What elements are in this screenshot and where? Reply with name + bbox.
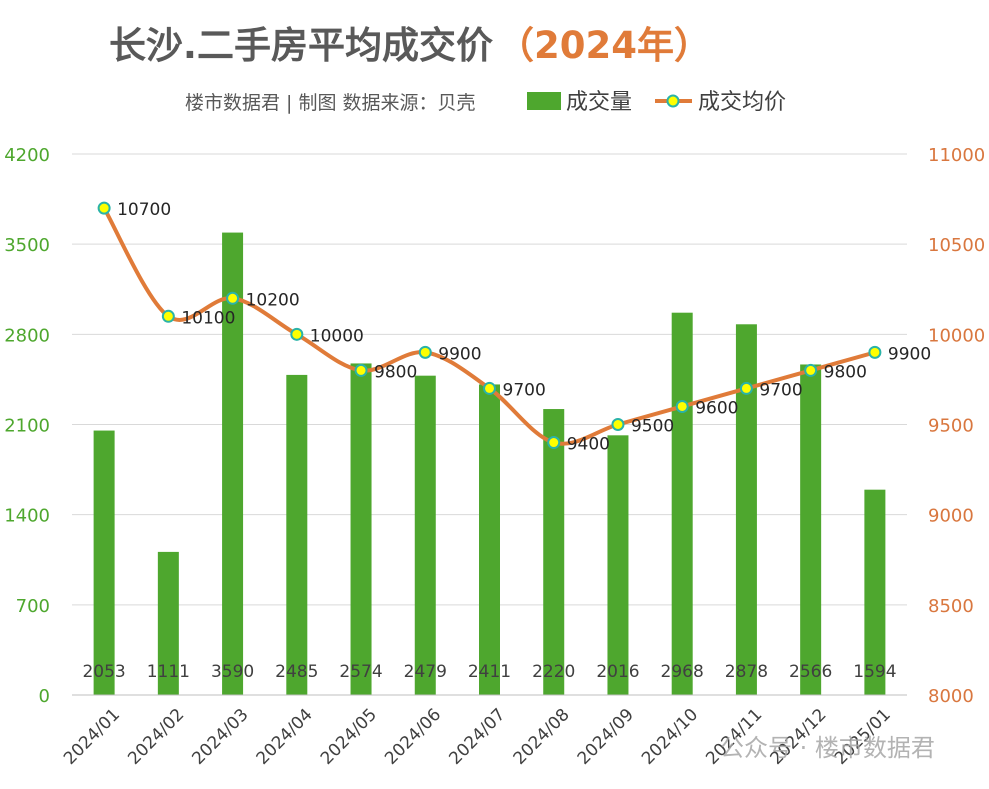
y-axis-right: 8000 8500 9000 9500 10000 10500 11000	[928, 145, 985, 707]
price-value-label: 10200	[246, 290, 300, 310]
bar-value-labels: 2053 1111 3590 2485 2574 2479 2411 2220 2016 2968…	[82, 662, 896, 682]
price-marker	[483, 381, 496, 395]
price-value-label: 9700	[759, 380, 802, 400]
y-right-tick-label: 9000	[928, 506, 974, 527]
x-tick-label: 2024/10	[638, 705, 702, 769]
price-marker	[354, 363, 368, 377]
price-marker	[547, 436, 561, 450]
y-axis-left: 0 700 1400 2100 2800 3500 4200	[4, 145, 50, 707]
price-value-label: 10100	[181, 308, 235, 328]
price-marker	[161, 309, 175, 323]
y-right-tick-label: 11000	[928, 145, 985, 166]
price-marker	[611, 418, 625, 431]
bar	[864, 489, 886, 695]
price-marker	[226, 291, 240, 305]
bar-value-label: 2016	[596, 662, 639, 682]
price-marker	[868, 345, 882, 359]
price-marker	[739, 381, 753, 395]
price-value-label: 9600	[695, 398, 738, 418]
bar	[414, 375, 436, 695]
bar-value-label: 2968	[661, 662, 704, 682]
bar-value-label: 2485	[275, 662, 318, 682]
bar-value-label: 2411	[468, 662, 511, 682]
y-left-tick-label: 700	[16, 596, 50, 617]
price-marker	[804, 363, 818, 377]
price-value-label: 9800	[374, 362, 417, 382]
bar-series	[93, 232, 886, 696]
price-value-label: 10000	[310, 326, 364, 346]
chart-title-group: 长沙.二手房平均成交价 （2024年）	[109, 24, 711, 67]
price-value-label: 10700	[117, 200, 171, 220]
legend-swatch-bar	[527, 92, 561, 110]
price-value-label: 9900	[888, 344, 931, 364]
price-marker	[418, 345, 432, 359]
y-left-tick-label: 2100	[4, 416, 50, 437]
bar-value-label: 2479	[404, 662, 447, 682]
y-left-tick-label: 1400	[4, 506, 50, 527]
bar	[671, 312, 693, 695]
price-value-label: 9800	[824, 362, 867, 382]
y-left-tick-label: 3500	[4, 235, 50, 256]
x-tick-label: 2024/08	[510, 705, 574, 769]
y-right-tick-label: 8500	[928, 596, 974, 617]
x-tick-label: 2024/02	[124, 705, 188, 769]
y-left-tick-label: 2800	[4, 325, 50, 346]
y-right-tick-label: 10000	[928, 325, 985, 346]
bar	[607, 435, 629, 695]
price-value-label: 9900	[438, 344, 481, 364]
legend-label-price: 成交均价	[698, 90, 786, 115]
bar	[157, 551, 179, 695]
price-value-labels: 10700 10100 10200 10000 9800 9900 9700 9400 9500…	[117, 200, 931, 454]
x-tick-label: 2024/07	[445, 705, 509, 769]
bar	[800, 364, 822, 695]
bar-value-label: 2053	[82, 662, 125, 682]
bar	[735, 324, 757, 695]
x-tick-label: 2024/06	[381, 705, 445, 769]
bar	[222, 232, 244, 696]
chart-subtitle: 楼市数据君 | 制图 数据来源：贝壳	[185, 92, 476, 114]
watermark-text: 公众号 · 楼市数据君	[720, 734, 935, 762]
bar-value-label: 3590	[211, 662, 254, 682]
price-marker	[675, 399, 689, 413]
y-right-tick-label: 8000	[928, 686, 974, 707]
price-marker	[97, 201, 111, 215]
bar	[350, 363, 372, 695]
price-value-label: 9400	[567, 435, 610, 455]
x-tick-label: 2024/03	[188, 705, 252, 769]
y-left-tick-label: 4200	[4, 145, 50, 166]
bar-value-label: 2574	[339, 662, 382, 682]
chart-title-year: （2024年）	[497, 24, 711, 67]
price-value-label: 9700	[503, 380, 546, 400]
price-value-label: 9500	[631, 417, 674, 437]
legend-label-volume: 成交量	[566, 90, 632, 115]
chart-title: 长沙.二手房平均成交价	[109, 24, 493, 67]
x-tick-label: 2024/05	[317, 705, 381, 769]
x-tick-label: 2024/09	[574, 705, 638, 769]
bar	[479, 384, 500, 695]
price-markers	[97, 201, 882, 450]
x-tick-label: 2024/01	[60, 705, 124, 769]
bar	[543, 409, 565, 695]
bar-value-label: 1111	[147, 662, 190, 682]
bar-value-label: 1594	[853, 662, 896, 682]
y-left-tick-label: 0	[39, 686, 50, 707]
bar-value-label: 2220	[532, 662, 575, 682]
y-right-tick-label: 9500	[928, 416, 974, 437]
bar	[286, 374, 308, 695]
bar-value-label: 2878	[725, 662, 768, 682]
legend: 成交量 成交均价	[527, 90, 786, 115]
price-marker	[290, 327, 304, 341]
x-tick-label: 2024/04	[253, 705, 317, 769]
legend-swatch-marker	[666, 94, 680, 108]
y-right-tick-label: 10500	[928, 235, 985, 256]
bar-value-label: 2566	[789, 662, 832, 682]
bar	[93, 430, 115, 695]
